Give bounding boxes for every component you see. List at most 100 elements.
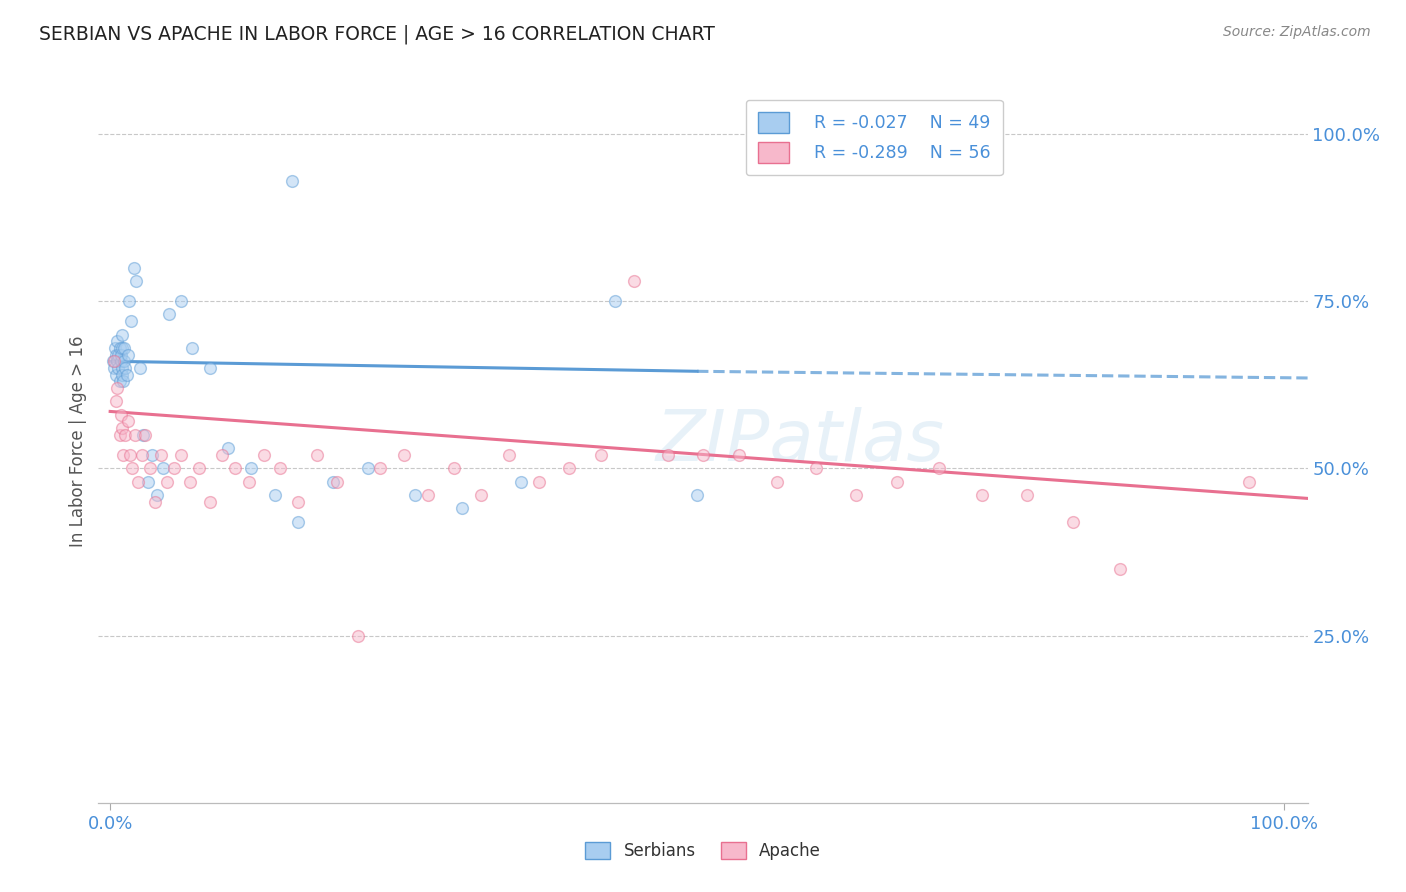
Point — [105, 348, 128, 362]
Point — [928, 461, 950, 475]
Point — [139, 461, 162, 475]
Point — [111, 421, 134, 435]
Point — [804, 461, 827, 475]
Point — [112, 354, 135, 368]
Point — [128, 361, 150, 376]
Point — [112, 448, 135, 462]
Point — [124, 427, 146, 442]
Point — [470, 488, 492, 502]
Point — [114, 361, 136, 376]
Point — [155, 475, 177, 489]
Point — [112, 375, 135, 389]
Point — [1015, 488, 1038, 502]
Text: SERBIAN VS APACHE IN LABOR FORCE | AGE > 16 CORRELATION CHART: SERBIAN VS APACHE IN LABOR FORCE | AGE >… — [39, 25, 716, 45]
Point — [217, 442, 239, 455]
Point — [103, 354, 125, 368]
Point — [368, 461, 391, 475]
Point — [211, 448, 233, 462]
Point — [404, 488, 426, 502]
Point — [269, 461, 291, 475]
Point — [692, 448, 714, 462]
Point — [157, 307, 180, 322]
Point — [657, 448, 679, 462]
Point — [686, 488, 709, 502]
Point — [347, 628, 370, 642]
Point — [603, 294, 626, 309]
Point — [141, 448, 163, 462]
Point — [127, 475, 149, 489]
Point — [305, 448, 328, 462]
Point — [527, 475, 550, 489]
Point — [143, 494, 166, 508]
Point — [122, 260, 145, 275]
Point — [510, 475, 533, 489]
Point — [169, 448, 191, 462]
Point — [224, 461, 246, 475]
Point — [181, 341, 204, 355]
Point — [111, 341, 134, 355]
Point — [972, 488, 994, 502]
Point — [498, 448, 520, 462]
Y-axis label: In Labor Force | Age > 16: In Labor Force | Age > 16 — [69, 335, 87, 548]
Point — [101, 354, 124, 368]
Point — [112, 341, 135, 355]
Point — [845, 488, 868, 502]
Point — [322, 475, 344, 489]
Point — [121, 461, 143, 475]
Point — [132, 427, 155, 442]
Point — [117, 414, 139, 429]
Point — [253, 448, 276, 462]
Point — [105, 368, 128, 382]
Point — [120, 314, 142, 328]
Point — [111, 361, 134, 376]
Text: ZIPatlas: ZIPatlas — [655, 407, 945, 476]
Point — [120, 448, 142, 462]
Point — [287, 494, 309, 508]
Point — [108, 427, 131, 442]
Point — [198, 494, 221, 508]
Point — [325, 475, 347, 489]
Point — [392, 448, 415, 462]
Point — [115, 368, 138, 382]
Point — [728, 448, 751, 462]
Point — [287, 515, 309, 529]
Point — [766, 475, 789, 489]
Point — [357, 461, 380, 475]
Point — [263, 488, 285, 502]
Point — [108, 375, 131, 389]
Point — [179, 475, 201, 489]
Point — [443, 461, 465, 475]
Point — [589, 448, 612, 462]
Point — [451, 501, 474, 516]
Point — [240, 461, 263, 475]
Point — [886, 475, 908, 489]
Point — [281, 173, 304, 188]
Point — [198, 361, 221, 376]
Point — [238, 475, 260, 489]
Point — [111, 327, 134, 342]
Point — [149, 448, 172, 462]
Point — [1062, 515, 1084, 529]
Point — [131, 448, 153, 462]
Point — [104, 341, 127, 355]
Point — [105, 334, 128, 349]
Point — [418, 488, 440, 502]
Point — [136, 475, 159, 489]
Point — [110, 408, 132, 422]
Point — [105, 381, 128, 395]
Point — [1237, 475, 1260, 489]
Point — [162, 461, 184, 475]
Point — [1108, 562, 1130, 576]
Point — [623, 274, 645, 288]
Point — [134, 427, 156, 442]
Point — [146, 488, 169, 502]
Point — [105, 354, 128, 368]
Point — [188, 461, 211, 475]
Text: Source: ZipAtlas.com: Source: ZipAtlas.com — [1223, 25, 1371, 39]
Point — [114, 427, 136, 442]
Point — [152, 461, 174, 475]
Point — [125, 274, 148, 288]
Point — [111, 368, 134, 382]
Point — [110, 348, 132, 362]
Point — [169, 294, 191, 309]
